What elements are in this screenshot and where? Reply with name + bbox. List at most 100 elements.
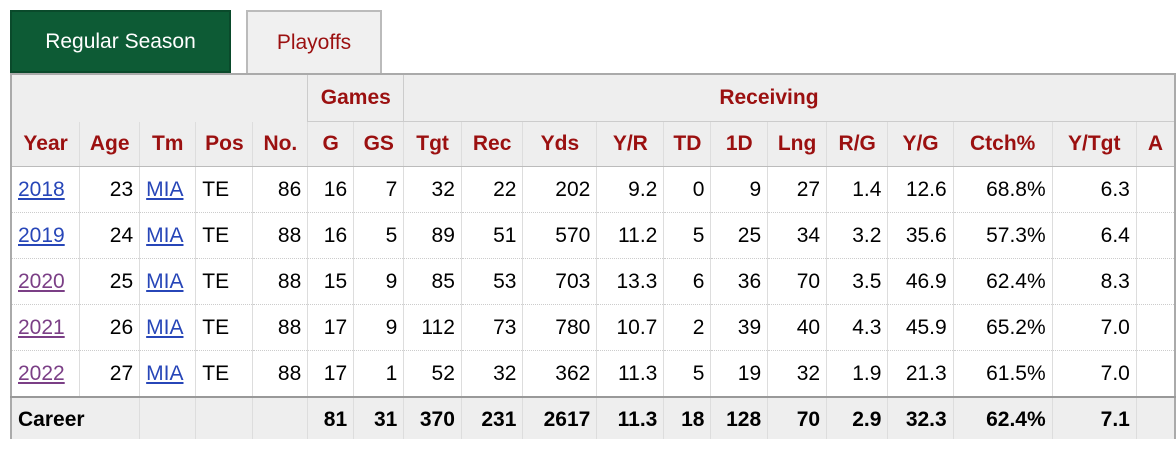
cell: 3.5 (826, 258, 888, 305)
column-header: Yds (522, 121, 597, 167)
cell: 65.2% (952, 304, 1053, 351)
cell: 51 (460, 212, 523, 259)
cell: 21.3 (887, 350, 954, 398)
column-header: Y/G (887, 121, 954, 167)
cell: 2 (663, 304, 711, 351)
cell: 11.3 (596, 350, 664, 398)
cell: 16 (307, 212, 354, 259)
cell: 34 (767, 212, 827, 259)
cell: 6.3 (1051, 166, 1137, 213)
cell (195, 396, 253, 439)
cell: 32.3 (887, 396, 954, 439)
column-header: A (1135, 121, 1175, 167)
column-header: Pos (195, 121, 253, 167)
team-link[interactable]: MIA (146, 269, 184, 293)
cell: 31 (353, 396, 404, 439)
column-header: Tgt (403, 121, 462, 167)
cell: 89 (403, 212, 462, 259)
data-row: 2020 25 MIA TE 88 15 9 85 53 703 13.3 6 36 70 3.5 46.9 6… (10, 258, 1175, 305)
cell: 68.8% (952, 166, 1053, 213)
cell: 6.4 (1051, 212, 1137, 259)
cell: 73 (460, 304, 523, 351)
tab-regular-season[interactable]: Regular Season (10, 10, 231, 73)
team-link[interactable]: MIA (146, 177, 184, 201)
team-link[interactable]: MIA (146, 315, 184, 339)
career-row: Career 81 31 370 231 2617 11.3 18 128 70 2.9 32.3 62… (10, 396, 1175, 439)
column-header: Ctch% (952, 121, 1053, 167)
year-link[interactable]: 2021 (18, 315, 65, 339)
cell: MIA (139, 258, 196, 305)
cell: 2617 (522, 396, 597, 439)
column-header: Y/R (596, 121, 664, 167)
cell: 128 (710, 396, 768, 439)
year-link[interactable]: 2022 (18, 361, 65, 385)
column-header: Age (79, 121, 140, 167)
cell: 88 (252, 350, 308, 398)
column-header: Y/Tgt (1051, 121, 1137, 167)
cell: 17 (307, 304, 354, 351)
year-link[interactable]: 2018 (18, 177, 65, 201)
cell: 88 (252, 258, 308, 305)
cell: TE (195, 350, 253, 398)
career-label: Career (10, 396, 140, 439)
cell: 32 (403, 166, 462, 213)
cell (139, 396, 196, 439)
year-link[interactable]: 2019 (18, 223, 65, 247)
cell: 9.2 (596, 166, 664, 213)
cell: 15 (307, 258, 354, 305)
cell: 45.9 (887, 304, 954, 351)
data-row: 2018 23 MIA TE 86 16 7 32 22 202 9.2 0 9 27 1.4 12.6 68.… (10, 166, 1175, 213)
cell: 5 (353, 212, 404, 259)
cell: 25 (79, 258, 140, 305)
cell: 81 (307, 396, 354, 439)
cell: 7.1 (1051, 396, 1137, 439)
tab-playoffs[interactable]: Playoffs (246, 10, 382, 73)
cell: 62.4% (952, 396, 1053, 439)
cell: MIA (139, 212, 196, 259)
cell: 9 (353, 258, 404, 305)
stats-table: Games Receiving Year Age Tm Pos No. G GS Tgt Rec… (10, 73, 1176, 439)
cell: 112 (403, 304, 462, 351)
cell: 36 (710, 258, 768, 305)
cell: 8.3 (1051, 258, 1137, 305)
cell: 18 (663, 396, 711, 439)
cell (1135, 350, 1175, 398)
cell: 40 (767, 304, 827, 351)
cell: MIA (139, 166, 196, 213)
cell: 780 (522, 304, 597, 351)
cell: 23 (79, 166, 140, 213)
cell: 7.0 (1051, 350, 1137, 398)
cell: 26 (79, 304, 140, 351)
cell: TE (195, 258, 253, 305)
year-link[interactable]: 2020 (18, 269, 65, 293)
cell: 1.9 (826, 350, 888, 398)
cell: 52 (403, 350, 462, 398)
cell: MIA (139, 350, 196, 398)
cell: 61.5% (952, 350, 1053, 398)
cell: 16 (307, 166, 354, 213)
cell: 35.6 (887, 212, 954, 259)
cell (1135, 166, 1175, 213)
cell: 4.3 (826, 304, 888, 351)
column-header: GS (353, 121, 404, 167)
cell (1135, 212, 1175, 259)
team-link[interactable]: MIA (146, 223, 184, 247)
cell (1135, 396, 1175, 439)
column-header: Lng (767, 121, 827, 167)
cell: 2020 (10, 258, 80, 305)
cell: 10.7 (596, 304, 664, 351)
cell: 85 (403, 258, 462, 305)
cell (1135, 258, 1175, 305)
cell: 32 (460, 350, 523, 398)
cell: 88 (252, 212, 308, 259)
cell: 11.3 (596, 396, 664, 439)
cell: 12.6 (887, 166, 954, 213)
cell: 5 (663, 212, 711, 259)
cell: 70 (767, 396, 827, 439)
cell: 70 (767, 258, 827, 305)
cell: 362 (522, 350, 597, 398)
group-header-blank (10, 74, 308, 122)
cell: MIA (139, 304, 196, 351)
team-link[interactable]: MIA (146, 361, 184, 385)
